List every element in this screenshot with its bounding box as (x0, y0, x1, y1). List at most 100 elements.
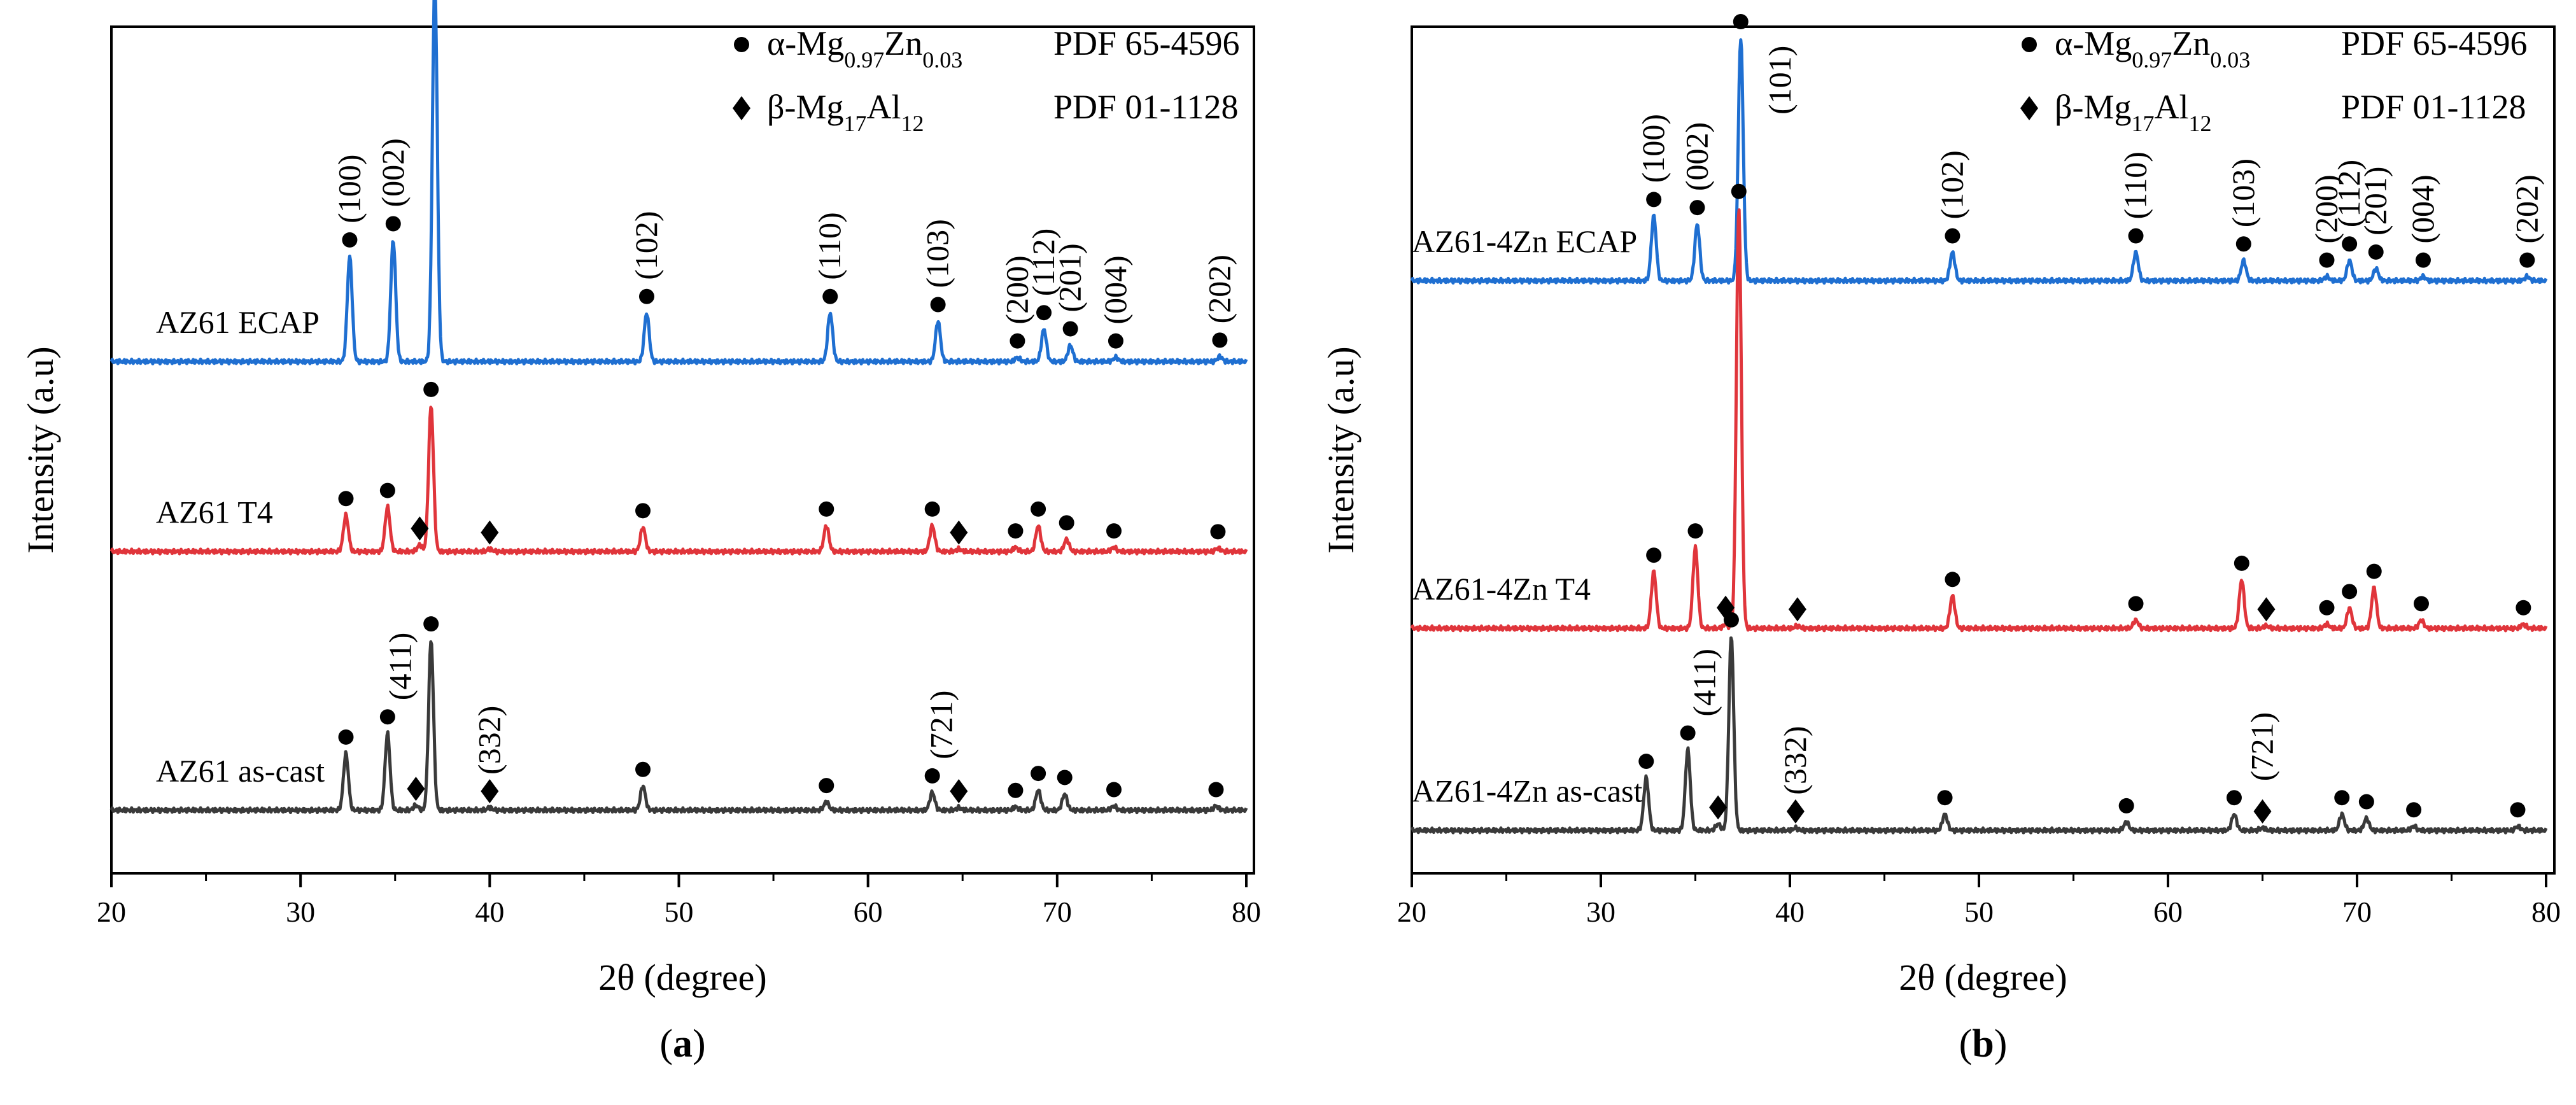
peak-marker-circle (1108, 333, 1123, 349)
xrd-trace (109, 640, 1248, 815)
peak-marker-circle (1057, 770, 1073, 785)
peak-hkl-label: (201) (1052, 243, 1088, 312)
legend-marker-diamond (733, 96, 750, 120)
peak-marker-circle (1036, 305, 1052, 321)
peak-hkl-label: (002) (375, 138, 411, 207)
legend-ref: PDF 65-4596 (1053, 24, 1240, 62)
peak-hkl-label: (103) (2225, 158, 2261, 227)
peak-marker-circle (1208, 782, 1224, 798)
peak-hkl-label: (112) (2331, 160, 2367, 227)
xrd-panel-a: 20 30 40 50 60 70 80 2θ (degree) Intensity (a.u)… (20, 0, 1261, 1066)
xrd-trace (109, 405, 1248, 556)
panel-label: (b) (1959, 1022, 2008, 1066)
peak-hkl-label: (202) (2509, 174, 2544, 243)
peak-hkl-label: (002) (1679, 122, 1714, 191)
legend-marker-diamond (2020, 96, 2038, 120)
legend-marker-circle (734, 37, 749, 52)
peak-marker-circle (1106, 782, 1122, 798)
panel-label: (a) (659, 1022, 705, 1066)
peak-hkl-label: (004) (1097, 255, 1133, 324)
peak-marker-circle (2519, 252, 2535, 268)
peak-hkl-label: (332) (471, 706, 507, 775)
peak-marker-circle (1945, 228, 1960, 244)
peak-marker-circle (2415, 252, 2431, 268)
series-az61-ecap: AZ61 ECAP(100)(002)(101)(102)(110)(103)(… (109, 0, 1248, 366)
series-az61-4zn-t4: AZ61-4Zn T4 (1410, 183, 2548, 633)
xrd-trace (1410, 208, 2548, 633)
peak-marker-circle (342, 232, 358, 248)
peak-marker-circle (822, 288, 838, 304)
x-tick-label: 60 (854, 896, 883, 928)
peak-hkl-label: (112) (1025, 229, 1061, 296)
peak-marker-circle (1731, 183, 1747, 199)
peak-marker-circle (1031, 766, 1046, 782)
x-tick-label: 40 (1775, 896, 1805, 928)
peak-marker-circle (1008, 782, 1024, 798)
peak-hkl-label: (004) (2405, 174, 2440, 243)
x-tick-label: 70 (1043, 896, 1072, 928)
x-tick-label: 30 (286, 896, 315, 928)
peak-hkl-label: (200) (999, 255, 1034, 324)
peak-hkl-label: (721) (2244, 712, 2280, 781)
peak-marker-circle (2368, 244, 2384, 260)
x-tick-label: 20 (1397, 896, 1426, 928)
x-axis-title: 2θ (degree) (1899, 957, 2067, 998)
peak-hkl-label: (110) (812, 212, 847, 279)
peak-marker-circle (1062, 321, 1078, 337)
peak-marker-circle (1212, 332, 1228, 348)
x-tick-label: 80 (1232, 896, 1261, 928)
peak-marker-circle (930, 297, 946, 313)
series-az61-as-cast: AZ61 as-cast (411) (332) (721) (109, 616, 1248, 815)
peak-hkl-label: (721) (924, 691, 959, 759)
peak-marker-circle (2319, 600, 2335, 616)
peak-marker-circle (385, 216, 401, 232)
x-tick-label: 70 (2342, 896, 2372, 928)
peak-marker-circle (2413, 596, 2429, 612)
peak-marker-circle (1723, 612, 1739, 628)
peak-marker-circle (924, 768, 940, 784)
peak-marker-circle (1059, 515, 1074, 531)
peak-hkl-label: (202) (1201, 255, 1237, 323)
peak-marker-circle (819, 501, 834, 517)
peak-marker-circle (638, 288, 654, 304)
legend-label: α-Mg0.97Zn0.03 (2055, 24, 2250, 73)
peak-marker-circle (379, 709, 395, 725)
peak-hkl-label: (102) (1934, 150, 1969, 219)
x-tick-label: 80 (2531, 896, 2561, 928)
peak-marker-diamond (950, 779, 968, 804)
peak-marker-diamond (950, 520, 968, 545)
x-tick-label: 30 (1586, 896, 1615, 928)
x-tick-label: 60 (2153, 896, 2183, 928)
peak-marker-circle (2235, 236, 2251, 252)
peak-marker-circle (635, 761, 651, 777)
legend-label: β-Mg17Al12 (2055, 88, 2211, 136)
series-label: AZ61-4Zn ECAP (1412, 223, 1637, 259)
x-tick-label: 20 (97, 896, 126, 928)
x-tick-label: 50 (665, 896, 694, 928)
peak-marker-circle (1937, 790, 1953, 806)
peak-hkl-label: (110) (2118, 151, 2153, 219)
peak-hkl-label: (103) (920, 219, 955, 288)
peak-marker-circle (819, 778, 834, 794)
series-label: AZ61-4Zn as-cast (1412, 773, 1642, 809)
peak-marker-circle (338, 491, 354, 507)
xrd-panel-b: 20 30 40 50 60 70 80 2θ (degree) Intensity (a.u)… (1320, 14, 2561, 1066)
peak-marker-circle (1106, 523, 1122, 539)
peak-marker-circle (1010, 333, 1025, 349)
x-tick-label: 40 (475, 896, 504, 928)
peak-marker-diamond (411, 516, 429, 541)
peak-marker-circle (1945, 572, 1960, 588)
peak-marker-circle (2516, 600, 2531, 616)
peak-marker-circle (924, 501, 940, 517)
legend-label: α-Mg0.97Zn0.03 (767, 24, 962, 73)
plot-frame (110, 25, 1255, 875)
peak-marker-diamond (1709, 795, 1728, 820)
peak-hkl-label: (201) (2358, 167, 2393, 236)
legend-marker-circle (2022, 37, 2037, 52)
legend-ref: PDF 01-1128 (2341, 88, 2526, 126)
series-az61-4zn-as-cast: AZ61-4Zn as-cast (411) (332) (721) (1410, 612, 2548, 834)
peak-marker-circle (2366, 563, 2382, 579)
peak-hkl-label: (102) (628, 211, 664, 279)
series-label: AZ61 as-cast (156, 753, 325, 789)
peak-marker-circle (2226, 790, 2242, 806)
